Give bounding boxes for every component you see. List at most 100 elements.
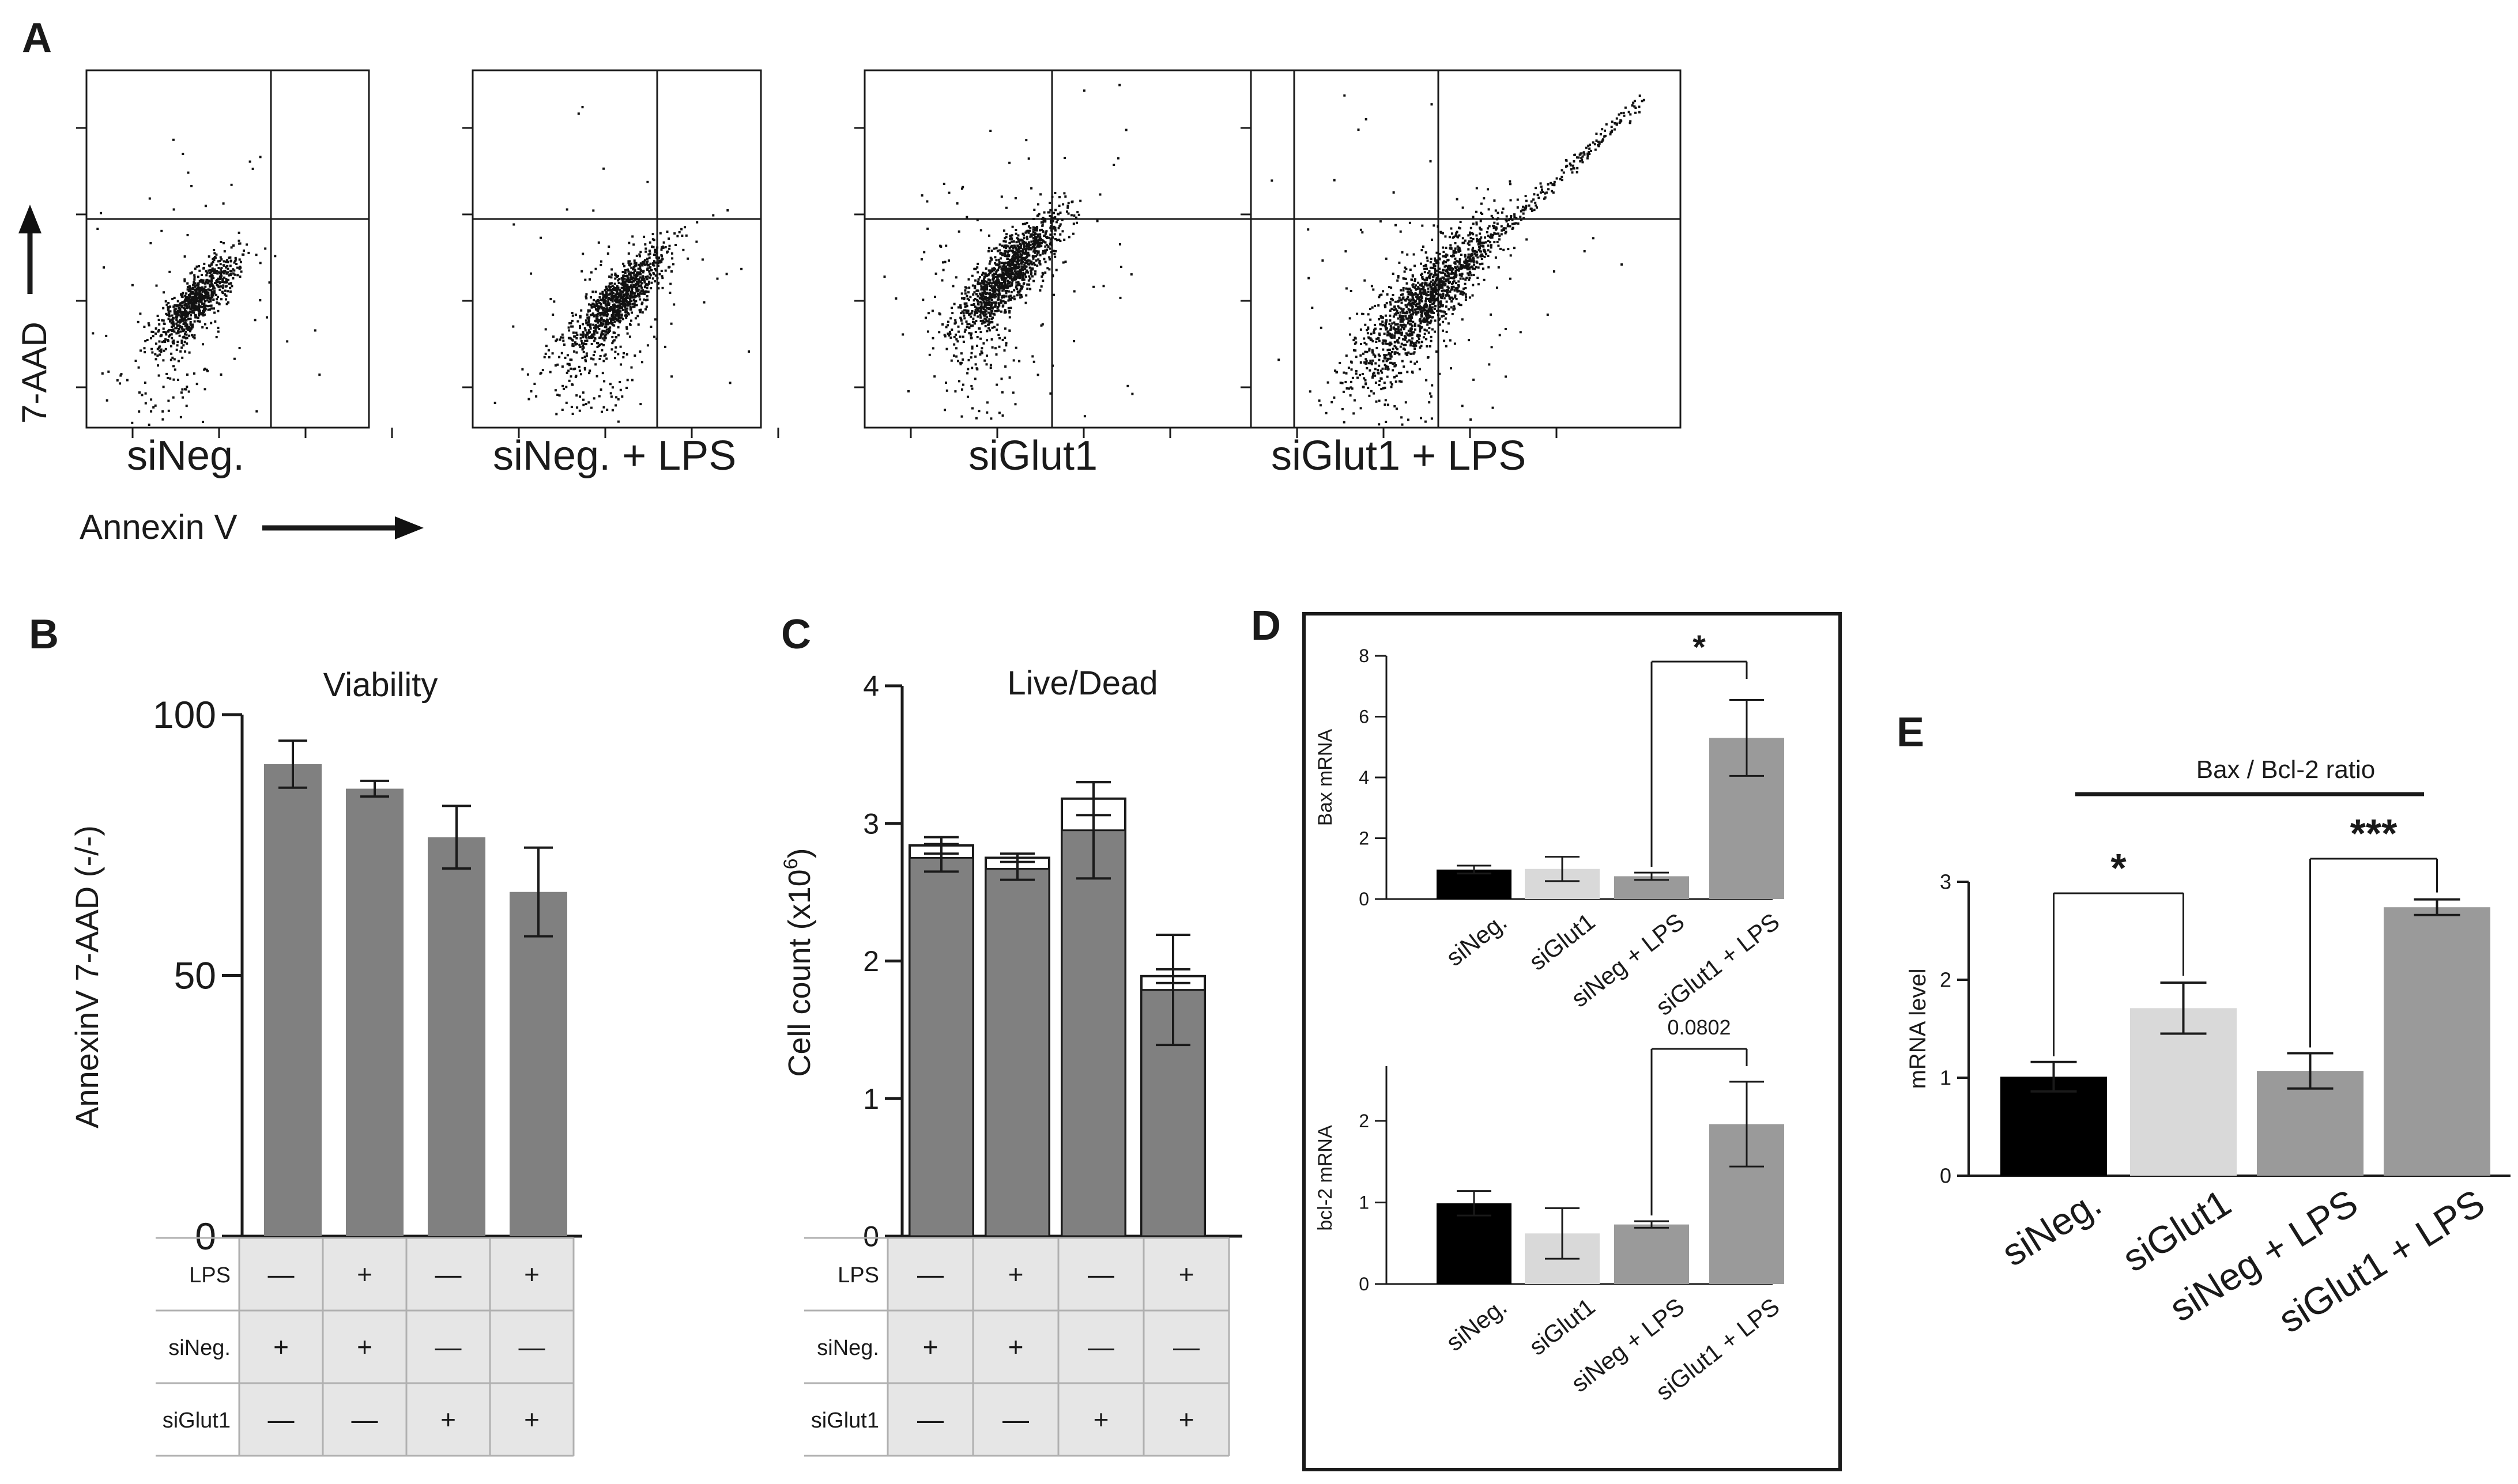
table-cell: +	[357, 1259, 372, 1289]
table-cell: —	[917, 1404, 944, 1434]
y-axis-arrow-head	[18, 205, 42, 233]
y-tick-label: 2	[1359, 1111, 1369, 1131]
x-axis-label: Annexin V	[80, 508, 238, 546]
dot-plot-label: siGlut1 + LPS	[1271, 433, 1526, 479]
dot-cloud	[883, 84, 1134, 420]
y-tick-label: 4	[1359, 767, 1369, 788]
significance-bracket: *	[1650, 629, 1748, 867]
y-tick-label: 2	[863, 945, 879, 977]
condition-table: LPS — + — + siNeg. + + — — siGlut1 — — + +	[804, 1237, 1230, 1457]
x-tick-label: siNeg.	[1441, 1293, 1512, 1356]
table-cell: —	[917, 1259, 944, 1289]
table-cell: —	[1088, 1259, 1114, 1289]
table-cell: —	[268, 1259, 295, 1289]
x-axis-arrow-head	[395, 516, 424, 539]
error-bar	[1729, 1081, 1764, 1168]
bar-live	[909, 856, 974, 1237]
dot-plot-3: siGlut1	[854, 69, 1295, 479]
chart-title: Bax / Bcl-2 ratio	[2196, 756, 2376, 784]
table-row-label: siGlut1	[163, 1409, 231, 1433]
error-bar	[524, 846, 553, 938]
panel-a: siNeg. siNeg. + LPS siGlut1 siGlut1 + LPS 7-…	[15, 69, 1682, 546]
table-cell: +	[1179, 1404, 1194, 1434]
table-row-label: siNeg.	[817, 1336, 879, 1360]
significance-bracket: ***	[2309, 811, 2438, 1048]
bar	[2384, 907, 2490, 1176]
y-tick-label: 2	[1359, 828, 1369, 849]
y-tick-label: 0	[1940, 1164, 1951, 1188]
significance-label: ***	[2350, 811, 2398, 856]
panel-c: 0 1 2 3 4 Live/Dead Cell count (x106) LPS — + — + si…	[780, 664, 1242, 1457]
y-axis-label: Cell count (x106)	[780, 848, 817, 1077]
dot-cloud	[493, 105, 751, 423]
significance-label: *	[1693, 629, 1706, 666]
y-tick-label: 0	[1359, 1274, 1369, 1294]
significance-label: *	[2110, 845, 2127, 890]
significance-label: 0.0802	[1667, 1015, 1731, 1039]
y-axis-label: 7-AAD	[15, 322, 54, 424]
bar	[428, 837, 485, 1236]
table-cell: —	[435, 1259, 462, 1289]
error-bar	[360, 779, 389, 798]
error-bar	[1457, 864, 1491, 875]
significance-bracket: *	[2053, 845, 2184, 1056]
table-row-label: siGlut1	[811, 1409, 879, 1433]
error-bar	[2287, 1052, 2334, 1090]
bar-live	[985, 868, 1050, 1237]
y-axis-label: bcl-2 mRNA	[1314, 1125, 1336, 1231]
x-tick-label: siGlut1	[1524, 1293, 1600, 1361]
table-row-label: siNeg.	[168, 1336, 231, 1360]
y-tick-label: 8	[1359, 645, 1369, 666]
dot-plot-frame	[864, 69, 1295, 429]
bar	[2000, 1077, 2107, 1176]
error-bar	[1545, 856, 1580, 882]
panel-label-c: C	[781, 611, 811, 658]
table-cell: —	[1088, 1332, 1114, 1362]
error-bar-live	[1156, 934, 1190, 1047]
y-tick-label: 0	[1359, 889, 1369, 909]
panel-b: 0 50 100 Viability AnnexinV 7-AAD (-/-) LPS — +…	[69, 666, 582, 1457]
table-cell: —	[1173, 1332, 1200, 1362]
y-tick-label: 2	[1940, 968, 1951, 992]
dot-cloud	[1271, 94, 1645, 426]
panel-label-d: D	[1251, 603, 1281, 649]
y-tick-label: 1	[1359, 1192, 1369, 1213]
dot-plot-frame	[85, 69, 370, 429]
y-tick-label: 0	[195, 1215, 216, 1258]
error-bar	[2414, 898, 2460, 916]
table-cell: —	[519, 1332, 545, 1362]
y-tick-label: 1	[1940, 1066, 1951, 1090]
bar	[1614, 1224, 1689, 1284]
y-tick-label: 4	[863, 670, 879, 703]
table-cell: —	[435, 1332, 462, 1362]
dot-plot-4: siGlut1 + LPS	[1241, 69, 1682, 479]
panel-label-e: E	[1897, 709, 1924, 756]
y-tick-label: 100	[153, 693, 216, 736]
panel-label-b: B	[29, 611, 59, 658]
table-cell: +	[1094, 1404, 1109, 1434]
dot-plot-label: siNeg.	[127, 433, 244, 479]
error-bar	[2030, 1060, 2077, 1093]
chart-title: Live/Dead	[1007, 664, 1158, 702]
x-tick-label: siNeg.	[1441, 908, 1512, 971]
panel-d-frame	[1302, 612, 1842, 1471]
y-tick-label: 50	[174, 954, 216, 997]
bar	[264, 764, 322, 1236]
error-bar	[1729, 698, 1764, 777]
y-axis-label: Bax mRNA	[1314, 729, 1336, 826]
bar	[1437, 1203, 1511, 1284]
dot-plot-frame	[472, 69, 762, 429]
error-bar-live	[924, 843, 959, 873]
y-axis-label: mRNA level	[1905, 969, 1931, 1089]
y-axis-label: AnnexinV 7-AAD (-/-)	[69, 825, 105, 1128]
dot-plot-label: siNeg. + LPS	[493, 433, 736, 479]
bar	[1437, 869, 1511, 899]
y-tick-label: 6	[1359, 707, 1369, 727]
table-cell: +	[524, 1259, 540, 1289]
table-cell: +	[524, 1404, 540, 1434]
error-bar-live	[1000, 856, 1035, 881]
